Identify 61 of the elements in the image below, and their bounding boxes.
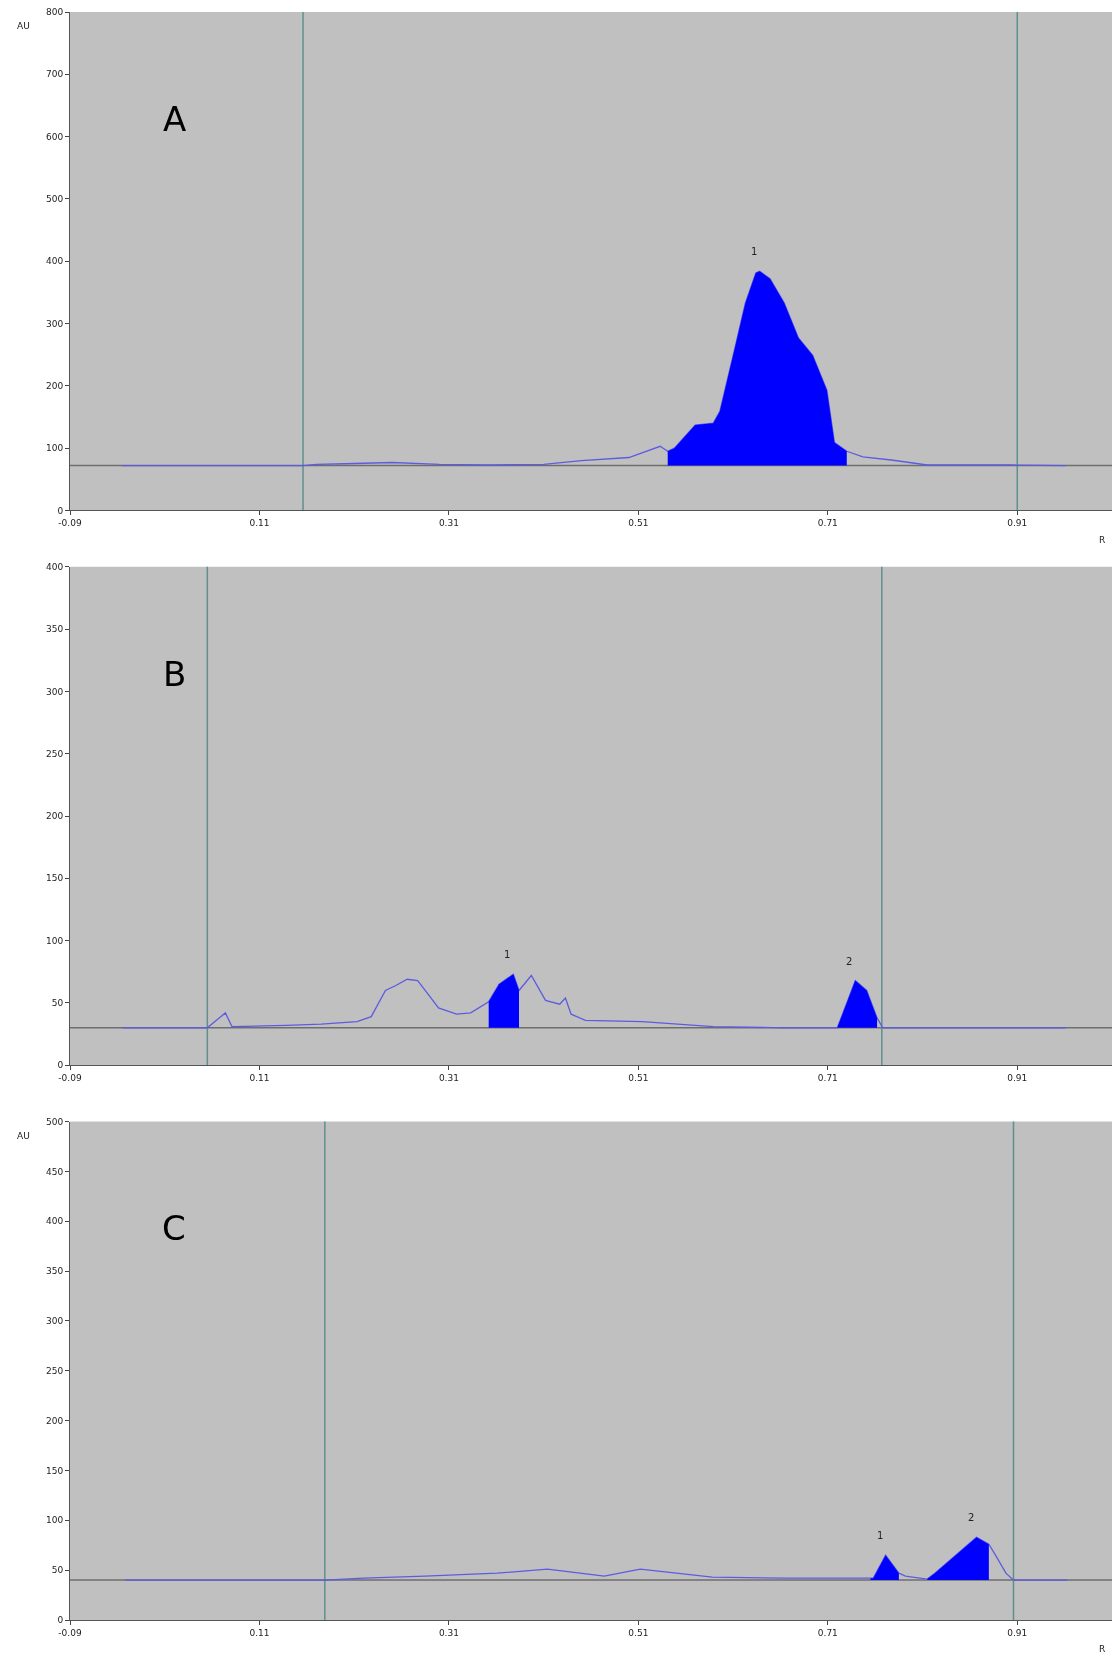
x-tick-label: -0.09: [58, 1627, 82, 1638]
x-axis-title: R: [1099, 1644, 1106, 1654]
x-tick-label: 0.51: [628, 1073, 649, 1084]
annotation: 1: [504, 949, 511, 960]
y-axis-title: AU: [17, 21, 30, 31]
annotation: 1: [877, 1530, 884, 1541]
y-tick-label: 100: [46, 443, 64, 454]
y-tick-label: 150: [46, 873, 64, 884]
x-tick-label: 0.71: [817, 518, 838, 529]
x-tick-label: 0.31: [438, 518, 459, 529]
y-tick-label: 800: [46, 7, 64, 18]
x-tick-label: 0.71: [817, 1073, 838, 1084]
y-tick-label: 350: [46, 1266, 64, 1277]
y-tick-label: 700: [46, 69, 64, 80]
x-tick-label: -0.09: [58, 1073, 82, 1084]
y-tick-label: 300: [46, 686, 64, 697]
y-tick-label: 350: [46, 624, 64, 635]
y-tick-label: 300: [46, 318, 64, 329]
text: B: [163, 654, 187, 694]
x-tick-label: 0.91: [1007, 518, 1028, 529]
x-tick-label: 0.91: [1007, 1627, 1028, 1638]
y-tick-label: 100: [46, 1515, 64, 1526]
x-tick-label: 0.11: [249, 1627, 270, 1638]
x-axis-title: R: [1099, 535, 1106, 545]
x-tick-label: 0.51: [628, 518, 649, 529]
y-tick-label: 500: [46, 1116, 64, 1127]
x-tick-label: -0.09: [58, 518, 82, 529]
y-tick-label: 300: [46, 1316, 64, 1327]
y-tick-label: 50: [51, 1565, 64, 1576]
y-tick-label: 200: [46, 381, 64, 392]
y-tick-label: 100: [46, 935, 64, 946]
y-tick-label: 400: [46, 256, 64, 267]
annotation: 1: [751, 246, 758, 257]
x-tick-label: 0.31: [438, 1073, 459, 1084]
text: A: [163, 99, 187, 139]
y-tick-label: 0: [57, 1615, 64, 1626]
y-tick-label: 150: [46, 1465, 64, 1476]
line-series: [121, 270, 1067, 467]
annotation: 2: [968, 1512, 975, 1523]
y-tick-label: 400: [46, 561, 64, 572]
y-tick-label: 250: [46, 748, 64, 759]
y-tick-label: 500: [46, 194, 64, 205]
text: C: [162, 1208, 186, 1248]
y-tick-label: 250: [46, 1365, 64, 1376]
y-tick-label: 0: [57, 505, 64, 516]
y-tick-label: 200: [46, 811, 64, 822]
x-tick-label: 0.51: [628, 1627, 649, 1638]
x-tick-label: 0.31: [438, 1627, 459, 1638]
annotation: 2: [846, 956, 853, 967]
x-tick-label: 0.91: [1007, 1073, 1028, 1084]
y-tick-label: 0: [57, 1060, 64, 1071]
y-tick-label: 600: [46, 131, 64, 142]
y-tick-label: 400: [46, 1216, 64, 1227]
x-tick-label: 0.71: [817, 1627, 838, 1638]
y-axis-title: AU: [17, 1131, 30, 1141]
y-tick-label: 50: [51, 998, 64, 1009]
x-tick-label: 0.11: [249, 1073, 270, 1084]
line-series: [121, 973, 1067, 1029]
x-tick-label: 0.11: [249, 518, 270, 529]
y-tick-label: 200: [46, 1415, 64, 1426]
y-tick-label: 450: [46, 1166, 64, 1177]
